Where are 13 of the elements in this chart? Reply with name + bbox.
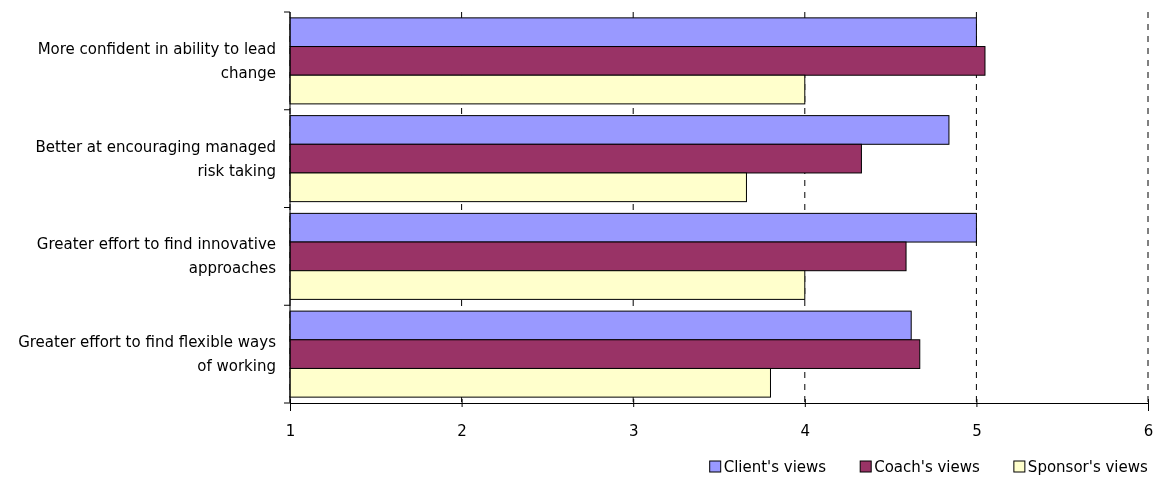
- legend-label: Client's views: [723, 458, 827, 476]
- x-tick-label: 5: [972, 421, 982, 440]
- legend-label: Coach's views: [874, 458, 981, 476]
- x-tick-label: 1: [285, 421, 296, 440]
- y-tick-label: More confident in ability to lead change: [37, 39, 276, 82]
- x-tick-label: 6: [1143, 421, 1154, 440]
- x-tick-label: 3: [628, 421, 639, 440]
- y-tick-label: Better at encouraging managed risk taking: [35, 137, 276, 180]
- y-tick-label: Greater effort to find innovative approaches: [36, 235, 277, 278]
- legend-label: Sponsor's views: [1027, 458, 1148, 476]
- x-tick-label: 2: [457, 421, 467, 440]
- x-tick-label: 4: [800, 421, 811, 440]
- y-tick-label: Greater effort to find flexible ways of working: [18, 333, 277, 376]
